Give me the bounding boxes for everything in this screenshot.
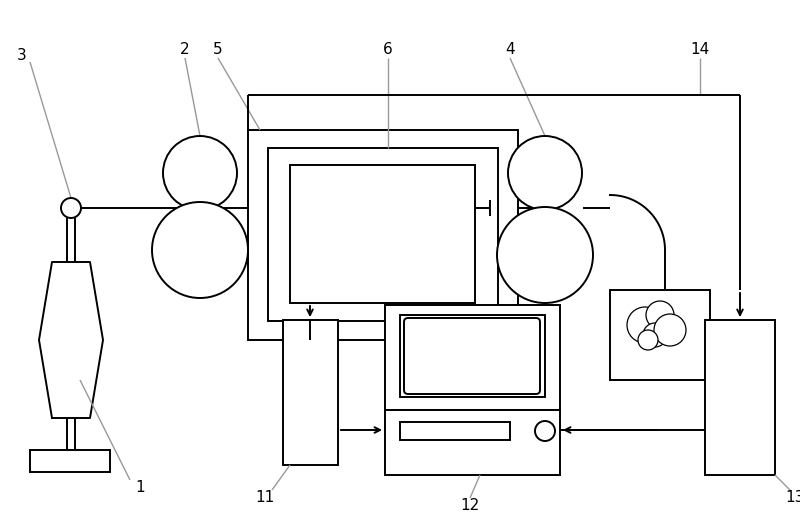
Text: 14: 14 [690, 43, 710, 58]
Text: 11: 11 [255, 490, 274, 505]
Circle shape [627, 307, 663, 343]
Bar [610, 290, 710, 380]
Circle shape [535, 421, 555, 441]
Circle shape [646, 301, 674, 329]
Bar [268, 148, 498, 321]
Circle shape [508, 136, 582, 210]
Text: 4: 4 [505, 43, 515, 58]
Circle shape [163, 136, 237, 210]
Text: 13: 13 [786, 490, 800, 505]
Circle shape [654, 314, 686, 346]
Text: 2: 2 [180, 43, 190, 58]
Text: 6: 6 [383, 43, 393, 58]
Circle shape [497, 207, 593, 303]
Bar [283, 320, 338, 465]
Text: 3: 3 [17, 47, 27, 63]
Bar [400, 315, 545, 397]
Text: 1: 1 [135, 481, 145, 495]
Circle shape [61, 198, 81, 218]
FancyBboxPatch shape [404, 318, 540, 394]
Bar [290, 165, 475, 303]
Bar [385, 305, 560, 410]
Circle shape [643, 323, 667, 347]
Bar [248, 130, 518, 340]
Circle shape [638, 330, 658, 350]
Circle shape [152, 202, 248, 298]
Text: 5: 5 [213, 43, 223, 58]
Bar [30, 450, 110, 472]
Bar [385, 410, 560, 475]
Text: 12: 12 [460, 498, 480, 512]
Bar [705, 320, 775, 475]
Bar [400, 422, 510, 440]
